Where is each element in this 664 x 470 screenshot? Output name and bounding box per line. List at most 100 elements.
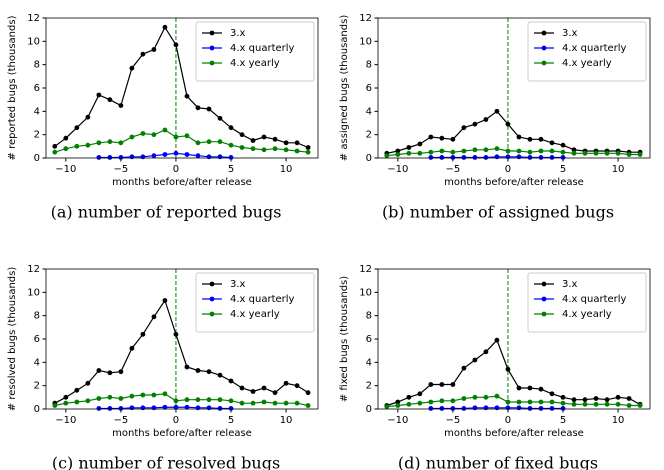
data-point <box>195 397 201 403</box>
data-point <box>461 155 467 160</box>
legend-marker <box>541 60 547 66</box>
series-line <box>386 148 641 157</box>
data-point <box>63 400 69 406</box>
data-point <box>85 114 91 120</box>
data-point <box>206 139 212 145</box>
data-point <box>483 147 489 153</box>
y-tick-label: 0 <box>366 153 372 164</box>
data-point <box>217 372 223 378</box>
data-point <box>195 405 201 411</box>
data-point <box>395 148 401 154</box>
x-axis-label: months before/after release <box>444 428 584 439</box>
data-point <box>217 139 223 145</box>
legend-box <box>527 21 647 82</box>
data-point <box>549 391 555 397</box>
data-point <box>107 155 113 160</box>
data-point <box>527 385 533 391</box>
data-point <box>129 405 135 411</box>
data-point <box>626 396 632 401</box>
caption: (b) number of assigned bugs <box>382 203 614 222</box>
legend-marker <box>541 30 547 36</box>
data-point <box>571 401 577 407</box>
legend-box <box>195 272 315 333</box>
data-point <box>261 399 267 405</box>
data-point <box>217 406 223 411</box>
data-point <box>516 154 522 160</box>
data-point <box>428 149 434 155</box>
data-point <box>549 140 555 146</box>
y-tick-label: 8 <box>34 60 40 71</box>
data-point <box>395 403 401 408</box>
series-line <box>386 110 641 154</box>
data-point <box>417 400 423 406</box>
data-point <box>228 378 234 384</box>
data-point <box>96 140 102 146</box>
data-point <box>74 399 80 405</box>
data-point <box>384 404 390 410</box>
legend-label: 3.x <box>562 28 578 39</box>
data-point <box>516 405 522 411</box>
data-point <box>118 369 124 375</box>
x-tick-label: 5 <box>228 415 234 426</box>
data-point <box>107 406 113 411</box>
data-point <box>85 398 91 404</box>
data-point <box>184 397 190 403</box>
data-point <box>582 401 588 407</box>
data-point <box>250 138 256 143</box>
data-point <box>74 125 80 131</box>
data-point <box>461 406 467 411</box>
data-point <box>505 405 511 411</box>
data-point <box>637 152 643 157</box>
data-point <box>571 397 577 403</box>
data-point <box>283 140 289 146</box>
data-point <box>173 398 179 404</box>
series-line <box>386 395 641 408</box>
y-tick-label: 12 <box>359 13 372 24</box>
data-point <box>560 155 566 160</box>
data-point <box>206 154 212 160</box>
legend-label: 4.x quarterly <box>562 43 627 54</box>
data-point <box>582 150 588 156</box>
data-point <box>96 406 102 411</box>
data-point <box>129 154 135 160</box>
data-point <box>461 396 467 401</box>
y-tick-label: 6 <box>366 83 372 94</box>
data-point <box>604 397 610 403</box>
legend-marker <box>209 281 215 287</box>
data-point <box>406 145 412 150</box>
data-point <box>494 154 500 160</box>
data-point <box>417 150 423 156</box>
data-point <box>305 145 311 150</box>
data-point <box>439 155 445 160</box>
data-point <box>395 399 401 405</box>
data-point <box>549 406 555 411</box>
legend-label: 4.x quarterly <box>562 294 627 305</box>
data-point <box>151 405 157 411</box>
data-point <box>162 127 168 133</box>
data-point <box>294 400 300 406</box>
x-tick-label: −5 <box>114 415 129 426</box>
data-point <box>494 337 500 343</box>
y-tick-label: 12 <box>359 264 372 275</box>
data-point <box>626 403 632 408</box>
data-point <box>527 399 533 405</box>
data-point <box>450 398 456 404</box>
data-point <box>538 406 544 411</box>
data-point <box>118 103 124 108</box>
data-point <box>516 134 522 140</box>
data-point <box>140 131 146 136</box>
x-axis-label: months before/after release <box>112 177 252 188</box>
y-tick-label: 8 <box>366 60 372 71</box>
data-point <box>439 406 445 411</box>
y-tick-label: 0 <box>34 404 40 415</box>
data-point <box>461 365 467 371</box>
series-line <box>54 393 309 407</box>
data-point <box>85 142 91 148</box>
data-point <box>472 357 478 363</box>
data-point <box>63 135 69 141</box>
y-tick-label: 4 <box>366 106 372 117</box>
data-point <box>483 155 489 160</box>
data-point <box>494 393 500 399</box>
data-point <box>107 370 113 376</box>
